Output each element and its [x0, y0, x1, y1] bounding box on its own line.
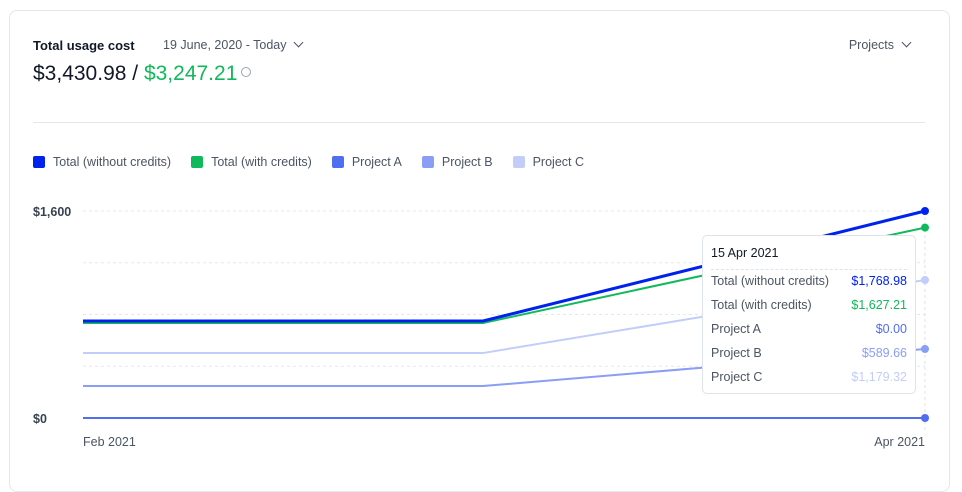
legend-label: Project B	[441, 155, 493, 169]
tooltip-divider	[711, 269, 907, 270]
legend-swatch	[512, 156, 525, 168]
legend-label: Project C	[532, 155, 584, 169]
separator: /	[126, 62, 144, 85]
legend: Total (without credits) Total (with credi…	[33, 155, 584, 169]
legend-swatch	[331, 156, 344, 168]
legend-item[interactable]: Project A	[331, 155, 402, 169]
card-title: Total usage cost	[33, 38, 135, 53]
tooltip-row: Project C $1,179.32	[711, 370, 907, 384]
tooltip-value: $0.00	[875, 322, 907, 336]
data-point[interactable]	[921, 414, 929, 422]
tooltip-label: Project B	[711, 346, 762, 360]
legend-label: Project A	[351, 155, 402, 169]
data-point[interactable]	[921, 276, 929, 284]
legend-swatch	[191, 156, 204, 168]
tooltip-date: 15 Apr 2021	[711, 246, 779, 260]
legend-swatch	[33, 156, 45, 168]
legend-label: Total (without credits)	[53, 155, 172, 169]
tooltip-label: Project C	[711, 370, 763, 384]
tooltip-row: Total (without credits) $1,768.98	[711, 274, 907, 288]
legend-item[interactable]: Project C	[512, 155, 584, 169]
legend-item[interactable]: Total (without credits)	[33, 155, 171, 169]
legend-swatch	[421, 156, 434, 168]
info-icon[interactable]	[241, 67, 252, 77]
tooltip-row: Project A $0.00	[711, 322, 907, 336]
legend-item[interactable]: Total (with credits)	[191, 155, 312, 169]
tooltip-row: Project B $589.66	[711, 346, 907, 360]
total-with-credits: $3,247.21	[143, 62, 238, 85]
y-tick-label: $0	[33, 412, 47, 426]
tooltip-value: $1,627.21	[851, 298, 907, 312]
data-point[interactable]	[921, 223, 929, 232]
projects-label: Projects	[848, 38, 894, 52]
tooltip-value: $1,768.98	[851, 274, 907, 288]
legend-item[interactable]: Project B	[421, 155, 493, 169]
x-tick-label: Apr 2021	[874, 435, 925, 449]
x-tick-label: Feb 2021	[83, 435, 136, 449]
tooltip-row: Total (with credits) $1,627.21	[711, 298, 907, 312]
date-range-dropdown[interactable]: 19 June, 2020 - Today	[163, 37, 304, 52]
projects-dropdown[interactable]: Projects	[848, 37, 912, 52]
total-cost: $3,430.98 / $3,247.21	[33, 62, 252, 86]
tooltip: 15 Apr 2021 Total (without credits) $1,76…	[702, 235, 916, 394]
y-tick-label: $1,600	[33, 205, 71, 219]
tooltip-label: Total (with credits)	[711, 298, 812, 312]
total-without-credits: $3,430.98	[33, 62, 127, 85]
tooltip-value: $1,179.32	[851, 370, 907, 384]
data-point[interactable]	[921, 345, 929, 353]
legend-label: Total (with credits)	[211, 155, 312, 169]
tooltip-value: $589.66	[861, 346, 907, 360]
tooltip-label: Project A	[711, 322, 762, 336]
data-point[interactable]	[921, 207, 929, 215]
date-range-label: 19 June, 2020 - Today	[163, 38, 287, 52]
divider	[33, 122, 925, 123]
tooltip-label: Total (without credits)	[711, 274, 830, 288]
